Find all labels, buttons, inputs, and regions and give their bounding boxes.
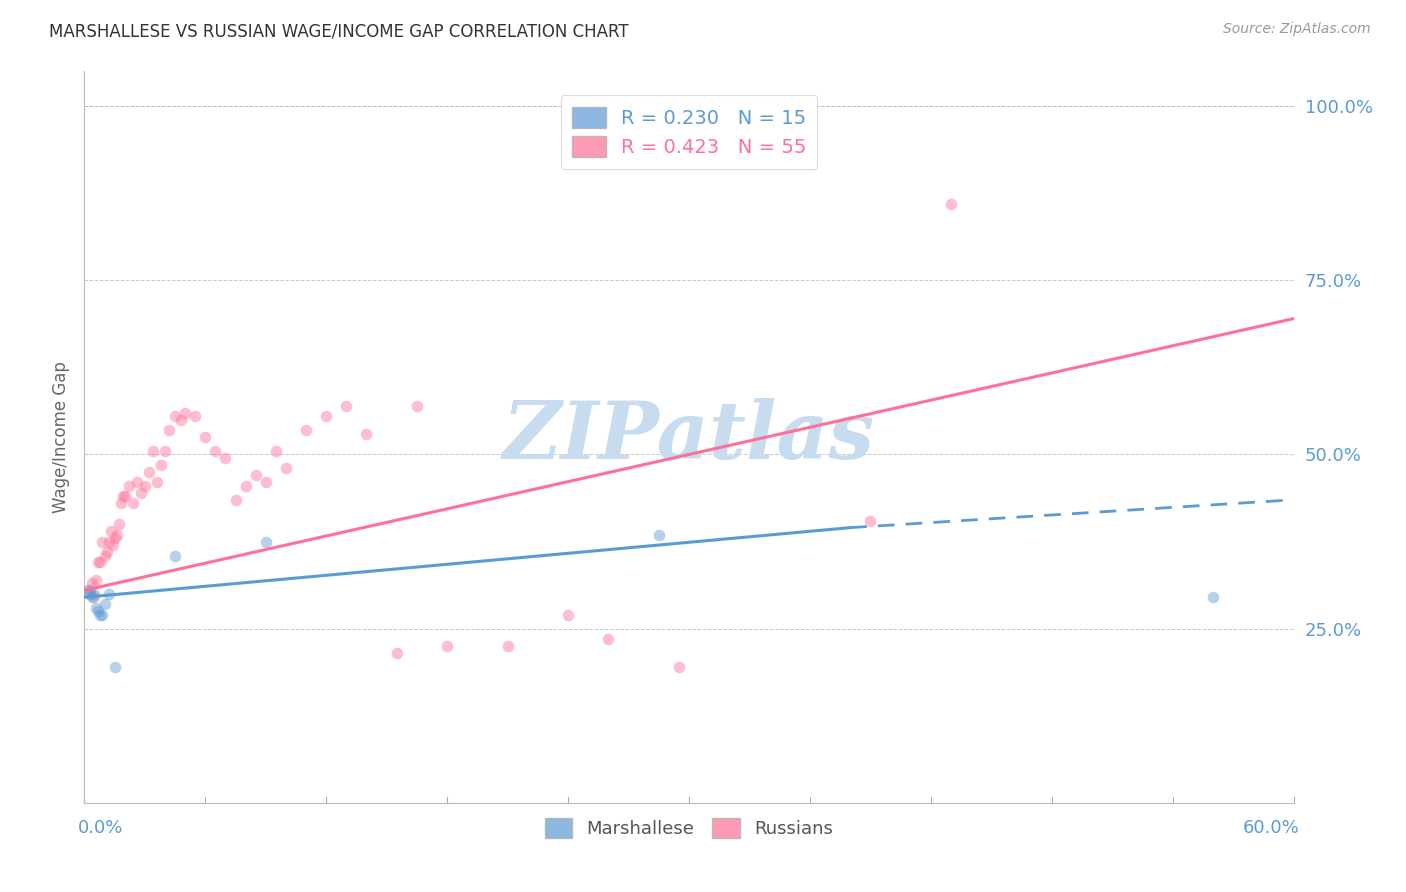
Point	[245, 468, 267, 483]
Point	[264, 444, 287, 458]
Point	[101, 538, 124, 552]
Point	[79, 583, 101, 598]
Point	[165, 549, 187, 563]
Point	[91, 607, 114, 622]
Point	[91, 534, 114, 549]
Point	[295, 423, 318, 437]
Point	[125, 475, 148, 490]
Point	[105, 527, 128, 541]
Point	[204, 444, 226, 458]
Point	[668, 660, 690, 674]
Text: 60.0%: 60.0%	[1243, 819, 1299, 837]
Point	[86, 573, 108, 587]
Point	[557, 607, 579, 622]
Point	[110, 496, 132, 510]
Point	[335, 399, 357, 413]
Point	[1202, 591, 1225, 605]
Point	[87, 556, 110, 570]
Point	[174, 406, 197, 420]
Point	[859, 514, 882, 528]
Point	[436, 639, 458, 653]
Point	[89, 607, 111, 622]
Point	[225, 492, 247, 507]
Point	[939, 196, 962, 211]
Point	[165, 409, 187, 424]
Point	[87, 604, 110, 618]
Point	[385, 646, 408, 660]
Point	[274, 461, 297, 475]
Point	[97, 534, 120, 549]
Text: 0.0%: 0.0%	[79, 819, 124, 837]
Point	[121, 496, 143, 510]
Point	[129, 485, 152, 500]
Point	[356, 426, 378, 441]
Point	[111, 489, 134, 503]
Point	[146, 475, 169, 490]
Point	[104, 531, 127, 545]
Point	[77, 583, 100, 598]
Text: MARSHALLESE VS RUSSIAN WAGE/INCOME GAP CORRELATION CHART: MARSHALLESE VS RUSSIAN WAGE/INCOME GAP C…	[49, 22, 628, 40]
Point	[598, 632, 620, 646]
Text: Source: ZipAtlas.com: Source: ZipAtlas.com	[1223, 22, 1371, 37]
Y-axis label: Wage/Income Gap: Wage/Income Gap	[52, 361, 70, 513]
Point	[496, 639, 519, 653]
Point	[134, 479, 156, 493]
Text: ZIPatlas: ZIPatlas	[503, 399, 875, 475]
Point	[118, 479, 141, 493]
Point	[170, 412, 193, 426]
Point	[96, 545, 118, 559]
Point	[89, 556, 111, 570]
Point	[149, 458, 172, 472]
Point	[93, 549, 115, 563]
Point	[406, 399, 429, 413]
Point	[142, 444, 165, 458]
Point	[184, 409, 207, 424]
Point	[100, 524, 122, 538]
Point	[82, 576, 104, 591]
Point	[138, 465, 160, 479]
Legend: Marshallese, Russians: Marshallese, Russians	[537, 811, 841, 845]
Point	[157, 423, 180, 437]
Point	[83, 591, 105, 605]
Point	[114, 489, 136, 503]
Point	[83, 587, 105, 601]
Point	[648, 527, 671, 541]
Point	[79, 587, 101, 601]
Point	[107, 517, 129, 532]
Point	[214, 450, 236, 465]
Point	[235, 479, 257, 493]
Point	[254, 534, 277, 549]
Point	[254, 475, 277, 490]
Point	[194, 430, 217, 444]
Point	[86, 600, 108, 615]
Point	[93, 597, 115, 611]
Point	[82, 591, 104, 605]
Point	[97, 587, 120, 601]
Point	[315, 409, 337, 424]
Point	[104, 660, 127, 674]
Point	[153, 444, 176, 458]
